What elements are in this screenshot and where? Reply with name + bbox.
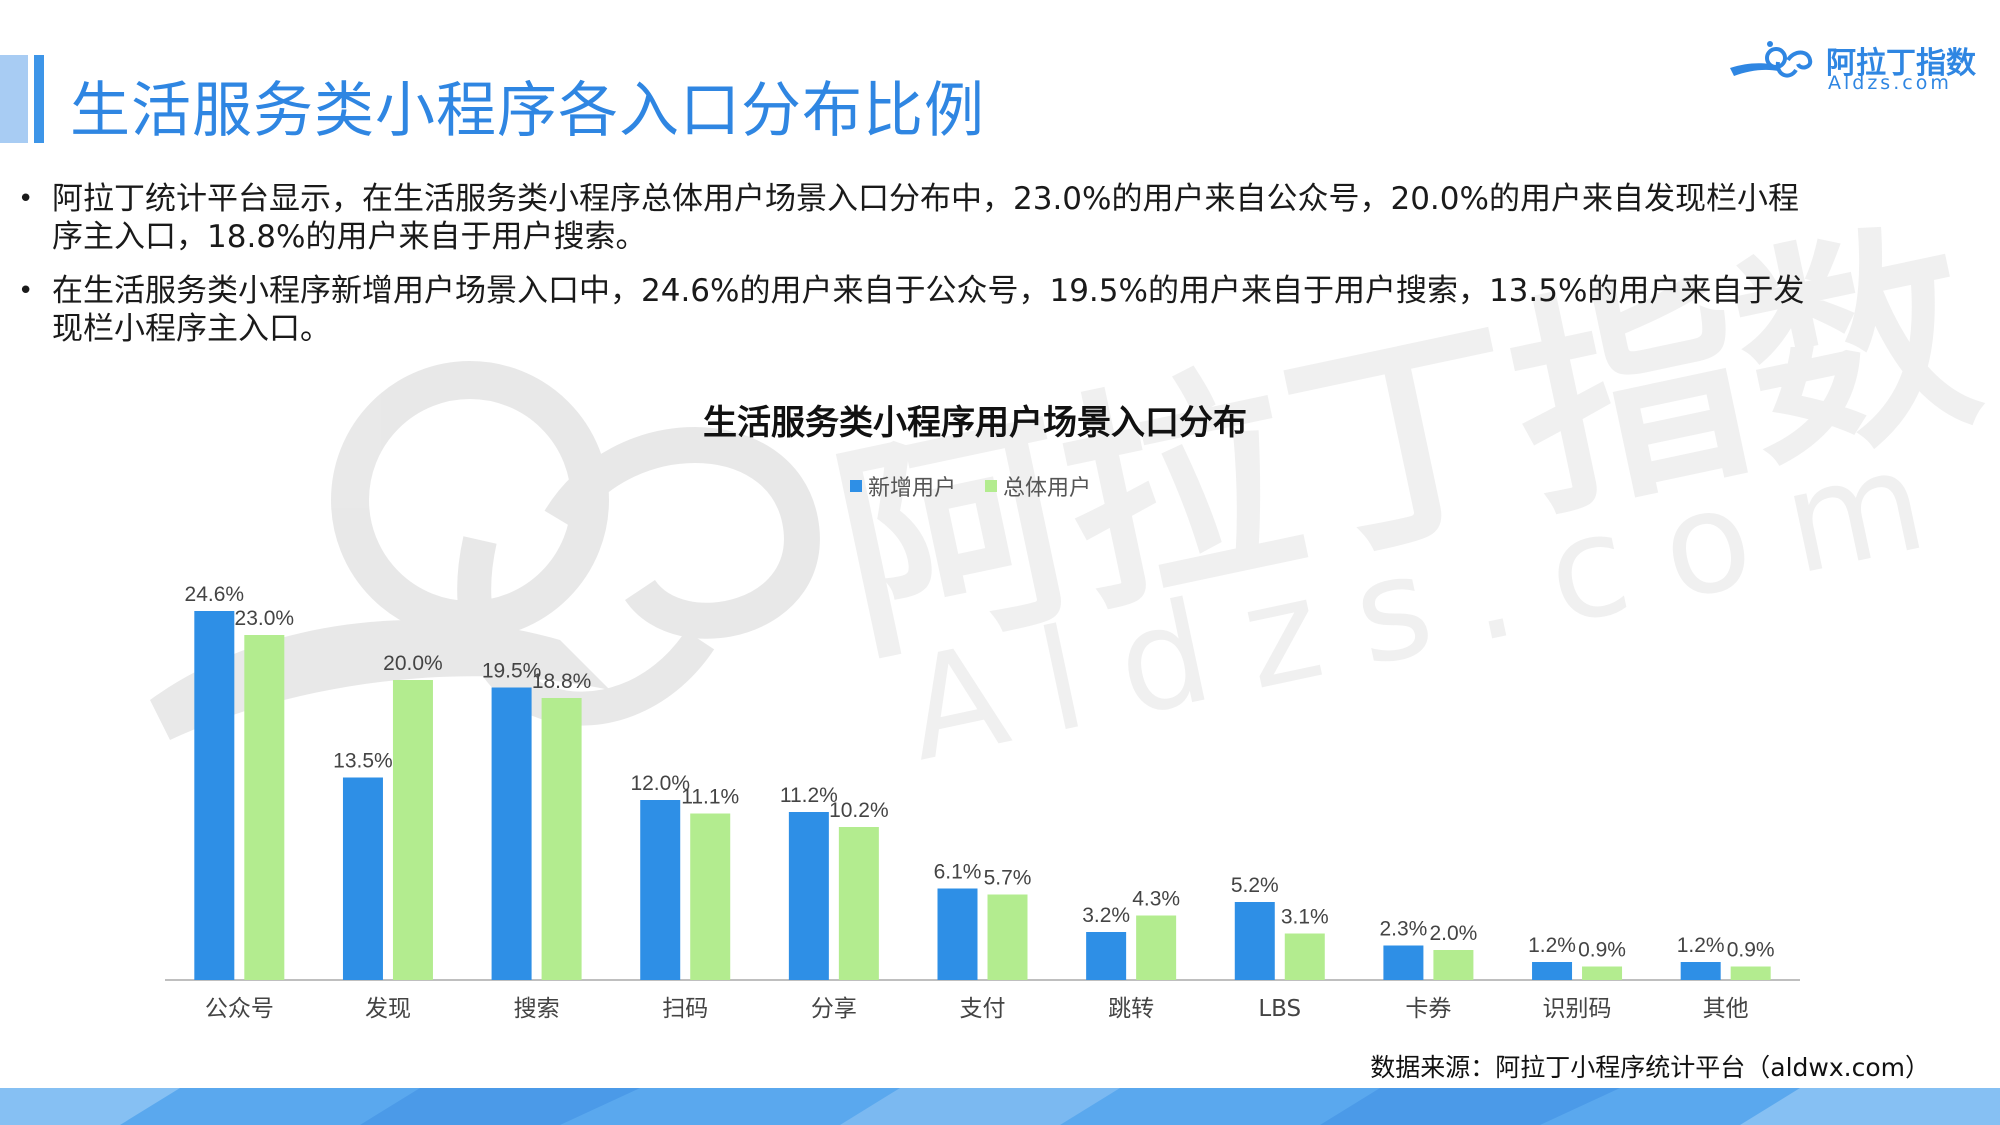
bar-new-users [342, 777, 383, 980]
category-label: 其他 [1703, 996, 1749, 1022]
bar-total-users [1433, 950, 1474, 980]
data-label: 1.2% [1528, 934, 1576, 957]
legend-swatch-new [850, 480, 862, 492]
data-label: 23.0% [235, 607, 295, 630]
category-label: 扫码 [662, 996, 708, 1022]
data-label: 11.2% [780, 784, 838, 807]
bar-new-users [1086, 932, 1127, 980]
data-label: 1.2% [1677, 934, 1725, 957]
bar-new-users [1680, 962, 1721, 980]
data-label: 5.7% [984, 867, 1032, 890]
category-label: 分享 [811, 996, 857, 1022]
data-label: 12.0% [630, 772, 690, 795]
data-label: 3.2% [1082, 904, 1130, 927]
legend-label-total: 总体用户 [1003, 476, 1092, 501]
category-label: LBS [1258, 996, 1301, 1022]
bar-new-users [491, 687, 532, 980]
category-label: 发现 [365, 996, 411, 1022]
legend-swatch-total [985, 480, 998, 492]
bar-new-users [1532, 962, 1573, 980]
bar-new-users [937, 888, 978, 980]
category-label: 公众号 [205, 996, 274, 1022]
category-label: 搜索 [514, 996, 560, 1022]
category-label: 卡券 [1405, 996, 1451, 1022]
bullet-item: 阿拉丁统计平台显示，在生活服务类小程序总体用户场景入口分布中，23.0%的用户来… [18, 180, 1818, 256]
summary-bullets: 阿拉丁统计平台显示，在生活服务类小程序总体用户场景入口分布中，23.0%的用户来… [18, 180, 1818, 364]
bar-total-users [244, 635, 285, 980]
data-label: 0.9% [1578, 939, 1626, 962]
data-label: 6.1% [934, 861, 982, 884]
page-title: 生活服务类小程序各入口分布比例 [70, 76, 985, 146]
bar-total-users [1582, 966, 1623, 980]
data-label: 11.1% [681, 786, 739, 809]
footer-band [0, 1088, 2000, 1125]
bar-total-users [392, 680, 433, 980]
chart-legend: 新增用户 总体用户 [850, 470, 1113, 502]
legend-item-total: 总体用户 [985, 470, 1091, 502]
logo-text: 阿拉丁指数 [1826, 46, 1976, 81]
data-label: 13.5% [333, 750, 393, 773]
legend-item-new: 新增用户 [850, 470, 956, 502]
category-label: 支付 [960, 996, 1006, 1022]
bar-total-users [1284, 933, 1325, 980]
data-label: 20.0% [383, 652, 443, 675]
bar-new-users [194, 611, 235, 980]
data-label: 3.1% [1281, 906, 1329, 929]
data-source: 数据来源：阿拉丁小程序统计平台（aldwx.com） [1370, 1053, 1930, 1082]
bar-new-users [788, 812, 829, 980]
bar-total-users [1136, 915, 1177, 980]
legend-label-new: 新增用户 [868, 476, 957, 501]
data-label: 10.2% [829, 799, 889, 822]
bar-new-users [1234, 902, 1275, 980]
data-label: 2.0% [1429, 922, 1477, 945]
category-label: 跳转 [1108, 996, 1154, 1022]
data-label: 18.8% [532, 670, 592, 693]
data-label: 24.6% [185, 583, 245, 606]
bar-total-users [690, 813, 731, 980]
bar-total-users [541, 698, 582, 980]
bar-total-users [838, 827, 879, 980]
chart-title: 生活服务类小程序用户场景入口分布 [703, 403, 1247, 443]
data-label: 4.3% [1132, 888, 1180, 911]
bar-new-users [640, 800, 681, 980]
bullet-item: 在生活服务类小程序新增用户场景入口中，24.6%的用户来自于公众号，19.5%的… [18, 272, 1818, 348]
category-label: 识别码 [1543, 996, 1612, 1022]
bar-total-users [987, 894, 1028, 980]
aladdin-logo-icon [1730, 41, 1813, 78]
bar-new-users [1383, 945, 1424, 980]
data-label: 0.9% [1727, 939, 1775, 962]
data-label: 19.5% [482, 660, 542, 683]
data-label: 5.2% [1231, 874, 1279, 897]
bar-total-users [1730, 966, 1771, 980]
logo-subtext: Aldzs.com [1828, 72, 1952, 94]
data-label: 2.3% [1379, 918, 1427, 941]
